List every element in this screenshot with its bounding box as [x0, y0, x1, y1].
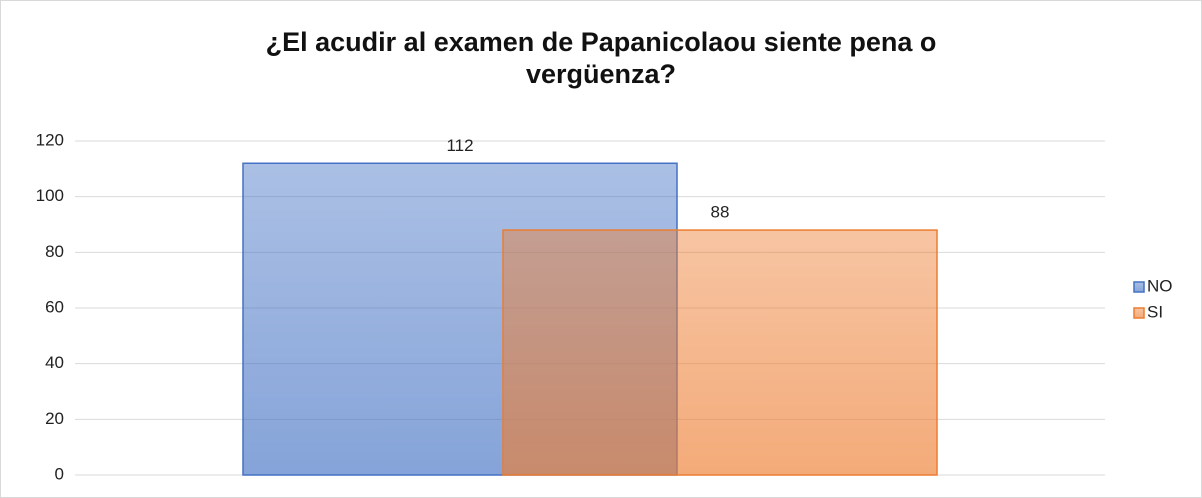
data-label: 112: [446, 136, 473, 155]
legend-swatch: [1133, 307, 1145, 319]
y-tick-label: 0: [55, 464, 64, 483]
y-tick-label: 20: [45, 409, 64, 428]
y-tick-label: 120: [36, 130, 64, 149]
data-label: 88: [711, 203, 730, 222]
y-tick-label: 40: [45, 353, 64, 372]
y-tick-label: 60: [45, 297, 64, 316]
y-tick-label: 100: [36, 186, 64, 205]
legend-label: NO: [1147, 276, 1173, 295]
chart-title: ¿El acudir al examen de Papanicolaou sie…: [265, 27, 937, 89]
bar: [502, 229, 938, 476]
legend-label: SI: [1147, 302, 1163, 321]
y-tick-label: 80: [45, 242, 64, 261]
legend-swatch: [1133, 281, 1145, 293]
